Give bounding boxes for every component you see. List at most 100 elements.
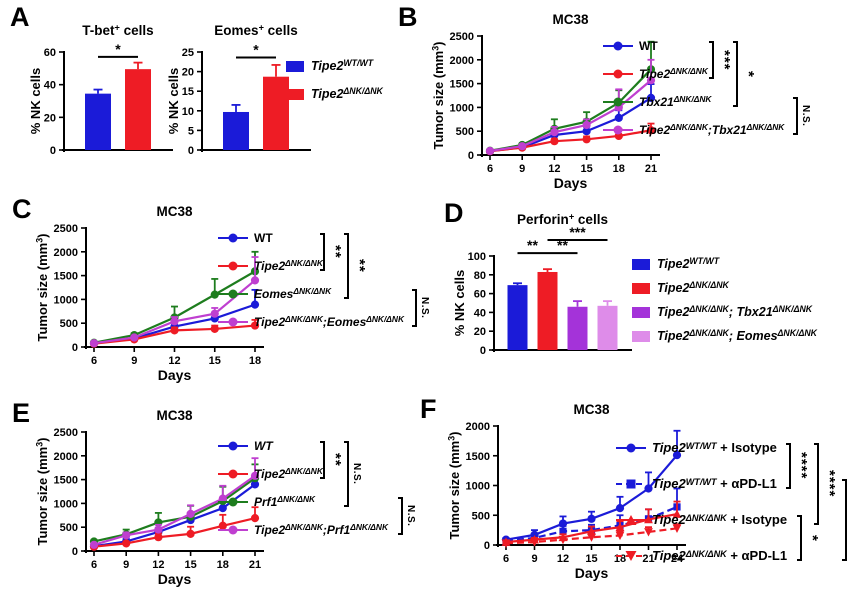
bars (223, 64, 289, 150)
svg-text:1000: 1000 (54, 294, 78, 306)
legend-B: WT Tipe2ΔNK/ΔNK Tbx21ΔNK/ΔNK Tipe2ΔNK/ΔNK;T… (603, 32, 811, 144)
significance-label: N.S. (351, 463, 362, 485)
y-axis-label: % NK cells (452, 270, 467, 336)
x-axis-label: Days (554, 175, 588, 191)
legend-item: Tipe2ΔNK/ΔNK (286, 80, 383, 108)
legend-item: WT (218, 432, 388, 460)
significance-label: N.S. (800, 105, 811, 127)
axes (84, 431, 264, 553)
y-axis-label: Tumor size (mm3) (446, 432, 462, 540)
x-axis-label: Days (575, 565, 609, 581)
tick-labels: 0 500 1000 1500 2000 2500 6 9 12 15 18 (54, 223, 262, 367)
svg-text:15: 15 (580, 163, 592, 175)
legend-marker-circle (218, 315, 248, 329)
svg-text:18: 18 (217, 559, 229, 571)
svg-text:0: 0 (468, 150, 474, 162)
legend-A: Tipe2WT/WT Tipe2ΔNK/ΔNK (286, 52, 383, 108)
svg-text:40: 40 (474, 307, 486, 319)
chart-title: MC38 (552, 12, 589, 27)
panel-F: F 0 500 1000 1500 2000 6 9 12 15 18 21 24 MC38 Tumor … (420, 390, 856, 608)
svg-text:15: 15 (209, 355, 221, 367)
svg-text:500: 500 (472, 510, 490, 522)
legend-marker-circle (218, 231, 248, 245)
svg-text:0: 0 (72, 342, 78, 354)
legend-label: Tipe2ΔNK/ΔNK;EomesΔNK/ΔNK (254, 314, 405, 329)
y-axis-label: Tumor size (mm3) (34, 234, 50, 342)
series-3 (501, 523, 682, 548)
legend-label: Tipe2ΔNK/ΔNK (311, 86, 383, 101)
svg-text:6: 6 (503, 553, 509, 565)
line-chart-prf1: 0 500 1000 1500 2000 2500 6 9 12 15 18 21 MC38 Tumor … (34, 408, 264, 587)
svg-text:1500: 1500 (466, 451, 490, 463)
legend-marker-circle (218, 523, 248, 537)
legend-marker-tri-down (616, 549, 646, 563)
legend-label: Tipe2ΔNK/ΔNK + Isotype (652, 512, 788, 528)
legend-item: WT (218, 224, 404, 252)
svg-text:500: 500 (60, 318, 78, 330)
significance-bracket (797, 515, 802, 561)
legend-label: Tipe2ΔNK/ΔNK (639, 66, 708, 81)
significance-label: N.S. (405, 505, 416, 527)
tick-marks (81, 227, 256, 352)
panel-D: D 0 20 40 60 80 100 Perforin+ cells % NK cells *… (440, 196, 856, 394)
svg-text:10: 10 (182, 106, 194, 118)
y-axis-label: % NK cells (166, 68, 181, 134)
significance-lines: * (236, 41, 276, 59)
svg-text:0: 0 (484, 540, 490, 552)
svg-text:1000: 1000 (54, 498, 78, 510)
chart-title: MC38 (573, 402, 610, 417)
legend-F: Tipe2WT/WT + Isotype Tipe2WT/WT + αPD-L1 T… (616, 430, 856, 574)
svg-text:9: 9 (123, 559, 129, 571)
legend-label: Tipe2WT/WT (657, 256, 720, 271)
significance-label: ** (327, 453, 344, 467)
legend-label: Tipe2ΔNK/ΔNK (657, 280, 729, 295)
legend-item: Tipe2ΔNK/ΔNK; Tbx21ΔNK/ΔNK (632, 300, 817, 324)
panel-letter-A: A (10, 2, 30, 32)
panel-letter-C: C (12, 194, 32, 224)
legend-marker-tri-up (616, 513, 646, 527)
svg-text:6: 6 (91, 559, 97, 571)
legend-item: Tipe2WT/WT (632, 252, 817, 276)
legend-label: Tipe2ΔNK/ΔNK;Tbx21ΔNK/ΔNK (639, 122, 785, 137)
legend-item: Tipe2ΔNK/ΔNK + αPD-L1 (616, 538, 787, 574)
legend-item: Tipe2ΔNK/ΔNK (218, 252, 404, 280)
svg-text:6: 6 (487, 163, 493, 175)
svg-text:5: 5 (188, 125, 194, 137)
tick-marks (81, 431, 256, 556)
axes (200, 51, 311, 152)
bar-chart-eomes: 0 5 10 15 20 25 Eomes+ cells % NK cells * (166, 22, 311, 157)
svg-text:1000: 1000 (450, 102, 474, 114)
svg-text:80: 80 (474, 270, 486, 282)
svg-text:9: 9 (519, 163, 525, 175)
series-3 (89, 457, 260, 549)
svg-text:500: 500 (60, 522, 78, 534)
legend-item: Tipe2ΔNK/ΔNK;Tbx21ΔNK/ΔNK (603, 116, 784, 144)
significance-bracket (398, 497, 403, 535)
panel-B: B 0 500 1000 1500 2000 2500 6 9 12 15 18 21 MC38 Tumo… (398, 2, 856, 192)
svg-text:25: 25 (182, 47, 194, 59)
significance-bracket (412, 289, 417, 327)
svg-text:21: 21 (249, 559, 261, 571)
panel-A: A 0 20 40 60 T-bet+ cells % NK cells * 0 5 10 15 2… (8, 4, 398, 190)
tick-labels: 0 500 1000 1500 2000 2500 6 9 12 15 18 21 (54, 427, 262, 571)
svg-text:20: 20 (474, 326, 486, 338)
legend-swatch (632, 330, 650, 342)
legend-marker-circle (218, 287, 248, 301)
svg-text:20: 20 (44, 112, 56, 124)
panel-C: C 0 500 1000 1500 2000 2500 6 9 12 15 18 MC38 Tumor … (8, 190, 430, 390)
line-chart-eomes: 0 500 1000 1500 2000 2500 6 9 12 15 18 MC38 Tumor si… (34, 204, 264, 383)
svg-text:**: ** (527, 237, 538, 253)
legend-item: Tipe2ΔNK/ΔNK + Isotype (616, 502, 787, 538)
bars (507, 268, 618, 350)
svg-text:*: * (253, 41, 259, 57)
svg-text:2500: 2500 (54, 223, 78, 235)
panel-letter-B: B (398, 2, 418, 32)
tick-marks (197, 51, 202, 151)
legend-D: Tipe2WT/WT Tipe2ΔNK/ΔNK Tipe2ΔNK/ΔNK; Tbx2… (632, 252, 817, 348)
legend-label: Tipe2ΔNK/ΔNK; Tbx21ΔNK/ΔNK (657, 304, 813, 319)
significance-bracket (814, 443, 819, 525)
svg-text:2000: 2000 (466, 421, 490, 433)
svg-text:1500: 1500 (450, 79, 474, 91)
legend-item: Tipe2ΔNK/ΔNK; EomesΔNK/ΔNK (632, 324, 817, 348)
